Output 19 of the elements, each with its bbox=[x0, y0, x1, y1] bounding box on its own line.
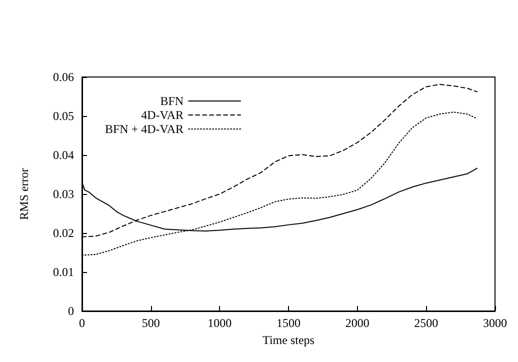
x-tick-label: 2000 bbox=[345, 316, 370, 330]
legend-label: BFN bbox=[160, 94, 184, 108]
y-tick-label: 0.06 bbox=[53, 70, 74, 84]
y-tick-label: 0 bbox=[68, 304, 74, 318]
y-tick-label: 0.02 bbox=[53, 226, 74, 240]
y-tick-label: 0.04 bbox=[53, 148, 74, 162]
x-tick-label: 2500 bbox=[414, 316, 438, 330]
x-tick-label: 3000 bbox=[483, 316, 507, 330]
legend-label: 4D-VAR bbox=[141, 108, 184, 122]
x-tick-label: 1000 bbox=[208, 316, 232, 330]
x-tick-label: 0 bbox=[79, 316, 85, 330]
y-tick-label: 0.05 bbox=[53, 109, 74, 123]
legend-label: BFN + 4D-VAR bbox=[105, 122, 184, 136]
x-tick-label: 1500 bbox=[276, 316, 300, 330]
x-axis-title: Time steps bbox=[262, 332, 315, 347]
x-tick-label: 500 bbox=[142, 316, 160, 330]
y-axis-title: RMS error bbox=[17, 168, 31, 220]
y-tick-label: 0.03 bbox=[53, 187, 74, 201]
y-tick-label: 0.01 bbox=[53, 265, 74, 279]
